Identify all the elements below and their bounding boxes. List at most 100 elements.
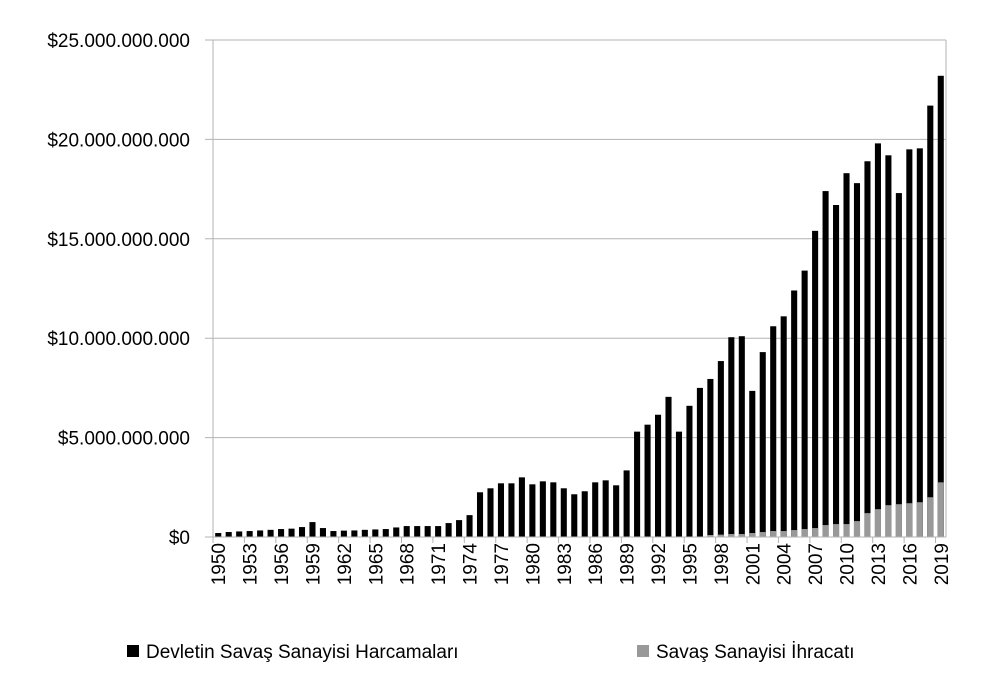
x-tick-label: 1950 xyxy=(209,543,230,585)
bar xyxy=(853,183,861,538)
bar xyxy=(874,509,881,537)
bar xyxy=(225,532,232,537)
bar xyxy=(560,488,567,537)
bar xyxy=(843,173,850,538)
bar xyxy=(738,336,745,537)
bar xyxy=(780,531,787,537)
y-tick-label: $15.000.000.000 xyxy=(47,230,190,251)
x-tick-label: 1992 xyxy=(649,543,670,585)
bar xyxy=(738,534,745,537)
bar xyxy=(340,530,347,537)
bar xyxy=(937,75,944,537)
bar xyxy=(791,290,798,537)
bar xyxy=(445,523,452,537)
bar xyxy=(424,526,431,537)
bar xyxy=(654,414,662,537)
x-tick-label: 1953 xyxy=(241,543,262,585)
bar xyxy=(812,528,819,537)
bar xyxy=(550,482,557,537)
x-tick-label: 1977 xyxy=(492,543,513,585)
bar xyxy=(529,484,536,537)
bar xyxy=(822,525,829,537)
x-tick-label: 1956 xyxy=(272,543,293,585)
bar xyxy=(393,527,400,537)
x-tick-label: 1962 xyxy=(335,543,356,585)
bar xyxy=(330,531,337,537)
bar xyxy=(665,396,672,537)
bar xyxy=(278,529,285,537)
x-tick-label: 2004 xyxy=(775,543,796,586)
bar xyxy=(843,524,850,537)
bar xyxy=(435,526,442,537)
bar xyxy=(267,529,274,537)
bar xyxy=(927,105,934,537)
y-tick-label: $25.000.000.000 xyxy=(47,31,190,52)
bar xyxy=(298,527,306,537)
x-tick-label: 2001 xyxy=(743,543,764,585)
legend-label: Savaş Sanayisi İhracatı xyxy=(656,642,855,663)
bar xyxy=(864,161,871,537)
bar xyxy=(571,494,578,537)
bar xyxy=(236,531,243,537)
bar xyxy=(319,528,326,537)
x-tick-label: 1965 xyxy=(366,543,387,585)
bar xyxy=(686,405,693,537)
bar xyxy=(257,530,264,537)
bar xyxy=(885,155,892,537)
x-tick-label: 1980 xyxy=(523,543,544,585)
bar xyxy=(801,270,808,537)
x-tick-label: 2016 xyxy=(900,543,921,585)
bar xyxy=(707,535,714,537)
bar xyxy=(833,205,840,537)
bar xyxy=(351,530,358,537)
bar xyxy=(833,524,840,537)
bar xyxy=(927,497,934,537)
bar xyxy=(456,520,463,537)
bar xyxy=(822,191,829,537)
bar xyxy=(728,534,735,537)
bar xyxy=(717,534,724,537)
x-tick-label: 1998 xyxy=(712,543,733,585)
bar xyxy=(246,531,253,537)
legend-swatch xyxy=(127,645,139,657)
y-tick-label: $5.000.000.000 xyxy=(58,429,190,450)
legend-swatch xyxy=(637,645,649,657)
y-tick-label: $20.000.000.000 xyxy=(47,130,190,151)
bar xyxy=(497,483,505,537)
bar xyxy=(759,532,766,537)
bar xyxy=(906,149,913,537)
bar xyxy=(215,533,222,537)
x-tick-label: 1983 xyxy=(555,543,576,585)
bar xyxy=(749,533,756,537)
bar xyxy=(644,424,651,537)
bar xyxy=(780,316,787,537)
bar xyxy=(403,526,410,537)
bar xyxy=(602,480,609,537)
bar xyxy=(885,505,892,537)
x-tick-label: 1989 xyxy=(618,543,639,585)
bar xyxy=(812,230,819,537)
bar xyxy=(309,522,316,537)
bar xyxy=(937,482,944,537)
bar xyxy=(592,482,599,537)
bar xyxy=(581,491,588,537)
bar xyxy=(518,477,525,537)
y-tick-label: $10.000.000.000 xyxy=(47,329,190,350)
bar xyxy=(466,515,473,537)
x-tick-label: 2019 xyxy=(932,543,953,585)
y-tick-label: $0 xyxy=(169,528,190,549)
x-tick-label: 1959 xyxy=(303,543,324,585)
bar xyxy=(728,337,735,537)
bar xyxy=(372,529,379,537)
bar xyxy=(613,485,620,537)
bar xyxy=(895,193,902,538)
bar xyxy=(623,470,630,537)
bar xyxy=(361,529,368,537)
bar xyxy=(696,387,703,537)
bar xyxy=(382,529,389,537)
bar xyxy=(749,390,756,537)
bar xyxy=(791,530,798,537)
x-tick-label: 1974 xyxy=(461,543,482,586)
bar xyxy=(487,488,494,537)
